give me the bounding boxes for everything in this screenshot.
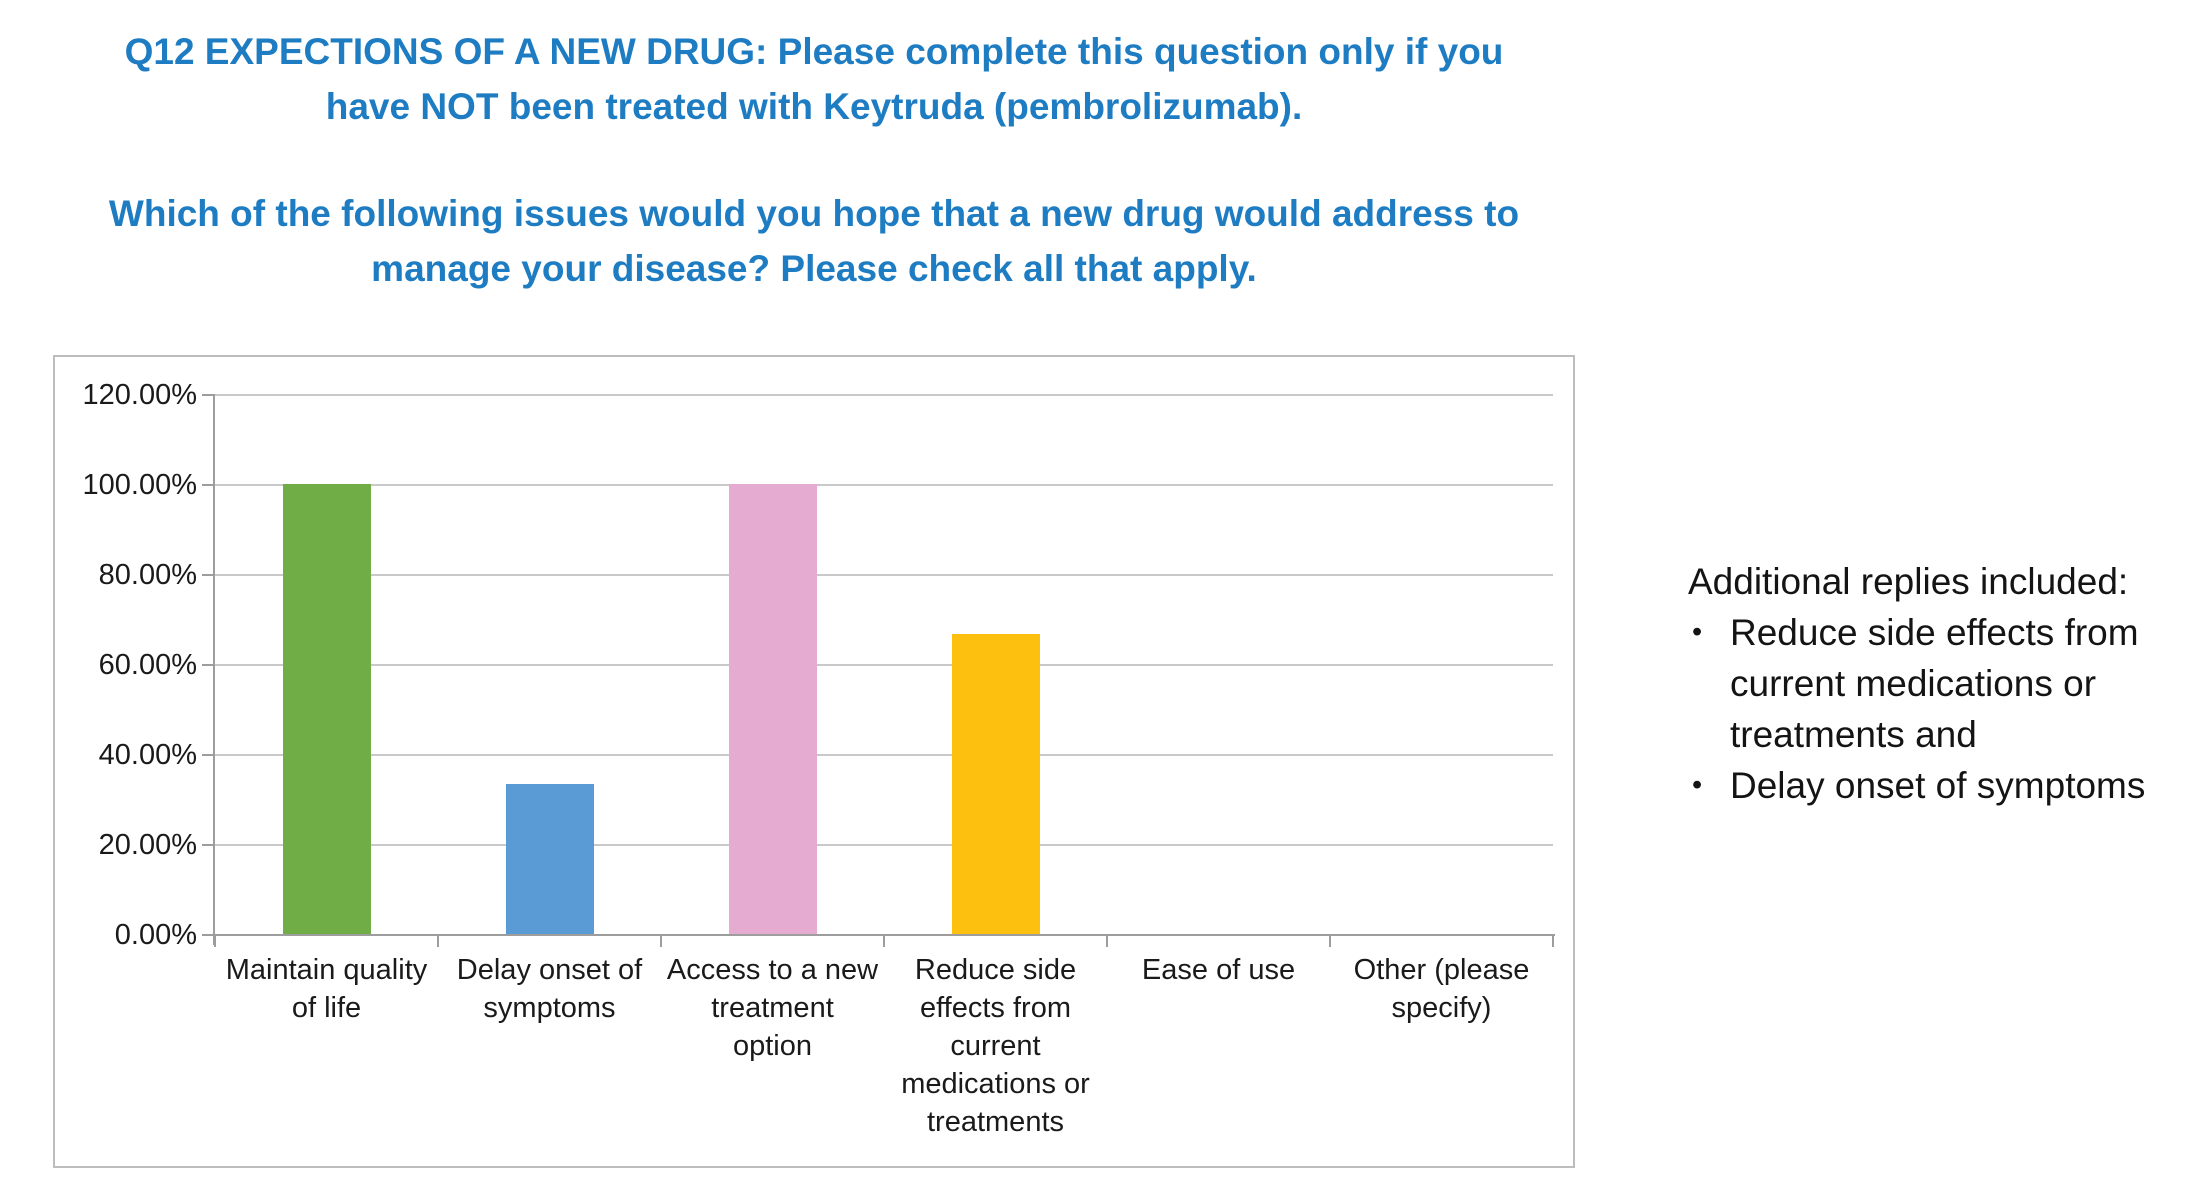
category-label-line: Delay onset of: [456, 954, 643, 986]
y-axis-label: 120.00%: [82, 379, 198, 411]
gridline: [215, 664, 1553, 666]
annotation-heading: Additional replies included:: [1688, 561, 2129, 602]
y-axis-tick: [202, 484, 213, 486]
category-label: Reduce side effects from current medication…: [884, 951, 1107, 1141]
chart-bar: [282, 484, 371, 934]
category-label-line: treatment: [711, 992, 834, 1024]
category-label-line: specify): [1391, 992, 1492, 1024]
chart-container: Maintain quality of life Delay onset of sym…: [53, 355, 1575, 1168]
y-axis-label: 20.00%: [98, 829, 197, 861]
category-label-line: of life: [291, 992, 362, 1024]
x-axis-line: [213, 934, 1555, 936]
category-label-line: Other (please: [1353, 954, 1530, 986]
gridline: [215, 394, 1553, 396]
category-label: Ease of use: [1107, 951, 1330, 1141]
category-label-line: option: [732, 1030, 812, 1062]
category-label-line: Access to a new: [666, 954, 879, 986]
question-title-line: have NOT been treated with Keytruda (pem…: [325, 86, 1303, 127]
chart-bar: [951, 634, 1040, 934]
y-axis-label: 0.00%: [114, 919, 197, 951]
x-axis-tick: [883, 936, 885, 947]
category-label-line: Maintain quality: [225, 954, 428, 986]
y-axis-label: 60.00%: [98, 649, 197, 681]
bullet-text: Reduce side effects from current medicat…: [1730, 612, 2139, 755]
question-title-paragraph: Q12 EXPECTIONS OF A NEW DRUG: Please com…: [53, 24, 1575, 134]
annotation-bullet-list: • Reduce side effects from current medica…: [1688, 607, 2188, 811]
x-axis-tick: [660, 936, 662, 947]
category-label-line: effects from: [920, 992, 1071, 1024]
gridline: [215, 574, 1553, 576]
question-title-line: Which of the following issues would you …: [108, 193, 1520, 234]
y-axis-tick: [202, 754, 213, 756]
question-title-paragraph: Which of the following issues would you …: [53, 186, 1575, 296]
question-title-line: manage your disease? Please check all th…: [371, 248, 1257, 289]
y-axis-label: 40.00%: [98, 739, 197, 771]
bullet-icon: •: [1692, 769, 1703, 801]
y-axis-label: 100.00%: [82, 469, 198, 501]
category-label-line: medications or: [901, 1068, 1090, 1100]
x-axis-tick: [437, 936, 439, 947]
category-label: Maintain quality of life: [215, 951, 438, 1141]
y-axis-tick: [202, 844, 213, 846]
x-axis-tick: [1329, 936, 1331, 947]
question-title: Q12 EXPECTIONS OF A NEW DRUG: Please com…: [53, 24, 1575, 296]
y-axis-tick: [202, 394, 213, 396]
bullet-icon: •: [1692, 616, 1703, 648]
x-axis-tick: [1106, 936, 1108, 947]
y-axis-tick: [202, 664, 213, 666]
category-label: Delay onset of symptoms: [438, 951, 661, 1141]
gridline: [215, 844, 1553, 846]
question-title-line: Q12 EXPECTIONS OF A NEW DRUG: Please com…: [124, 31, 1504, 72]
chart-bar: [505, 784, 594, 934]
gridline: [215, 754, 1553, 756]
category-label: Other (please specify): [1330, 951, 1553, 1141]
plot-area: [202, 394, 1555, 947]
x-axis-tick: [214, 936, 216, 947]
x-axis-tick: [1552, 936, 1554, 947]
category-label-line: treatments: [927, 1106, 1064, 1138]
x-axis-category-labels: Maintain quality of life Delay onset of sym…: [215, 951, 1553, 1141]
chart-bar: [728, 484, 817, 934]
bullet-item: • Delay onset of symptoms: [1688, 760, 2188, 811]
category-label-line: Reduce side: [914, 954, 1077, 986]
y-axis-line: [213, 394, 215, 945]
bullet-item: • Reduce side effects from current medica…: [1688, 607, 2188, 760]
gridline: [215, 484, 1553, 486]
bullet-text: Delay onset of symptoms: [1730, 765, 2146, 806]
category-label-line: symptoms: [483, 992, 616, 1024]
y-axis-tick: [202, 574, 213, 576]
annotation-note: Additional replies included: • Reduce sid…: [1688, 556, 2188, 811]
y-axis-tick: [202, 934, 213, 936]
category-label-line: current: [950, 1030, 1041, 1062]
category-label-line: Ease of use: [1141, 954, 1296, 986]
category-label: Access to a new treatment option: [661, 951, 884, 1141]
y-axis-label: 80.00%: [98, 559, 197, 591]
